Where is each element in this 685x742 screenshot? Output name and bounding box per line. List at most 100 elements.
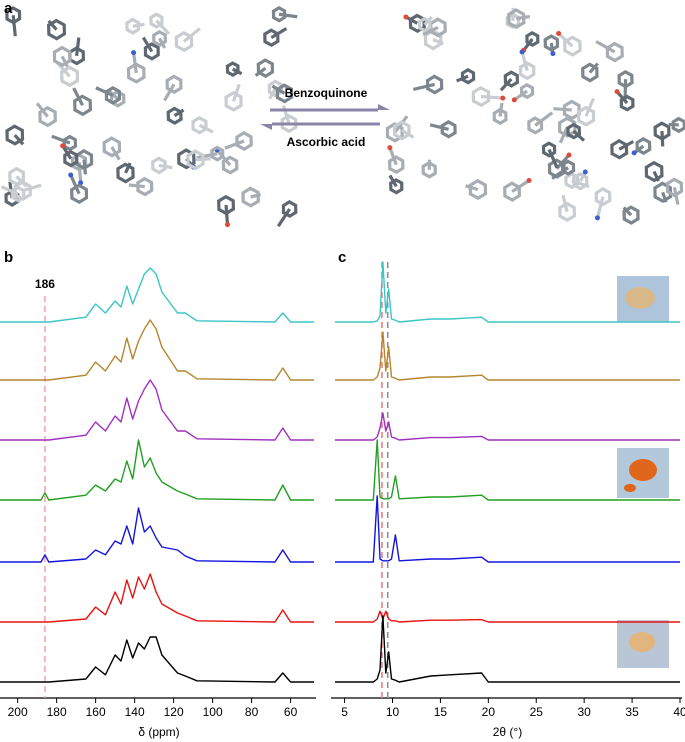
bond: [124, 162, 132, 174]
ring: [5, 124, 25, 146]
marker-label: 186: [35, 277, 55, 291]
bond: [661, 191, 668, 203]
ring: [210, 145, 225, 162]
ring: [8, 166, 26, 187]
spectrum: [335, 439, 680, 501]
bond: [572, 129, 586, 142]
atom: [550, 51, 556, 57]
x-axis-title: 2θ (°): [493, 725, 522, 739]
bond: [155, 19, 171, 36]
sample-photo: [617, 276, 669, 322]
bond: [432, 38, 444, 45]
atom: [131, 50, 137, 56]
bond: [393, 115, 409, 134]
ring: [125, 17, 141, 35]
bond: [82, 159, 87, 175]
atom: [631, 150, 637, 156]
ring: [165, 74, 183, 94]
ring: [507, 8, 526, 30]
bond: [547, 148, 559, 169]
spectrum: [0, 379, 314, 441]
bond: [595, 196, 605, 219]
bond: [553, 107, 572, 112]
bond: [270, 27, 288, 40]
ring: [46, 18, 67, 41]
x-tick-label: 30: [577, 705, 591, 719]
reagent-label: Ascorbic acid: [287, 135, 366, 149]
bond: [480, 94, 503, 100]
bond: [652, 170, 660, 182]
bond: [557, 32, 574, 48]
spectrum: [0, 267, 314, 323]
atom: [500, 95, 506, 101]
ring: [186, 149, 205, 171]
x-tick-label: 20: [482, 705, 496, 719]
reagent-label: Benzoquinone: [285, 86, 368, 100]
x-tick-label: 35: [625, 705, 639, 719]
ring: [471, 85, 491, 108]
bond: [69, 174, 81, 195]
bond: [128, 183, 145, 189]
bond: [250, 192, 262, 199]
bond: [22, 183, 42, 193]
ring: [576, 105, 596, 127]
bond: [51, 134, 71, 145]
bond: [513, 89, 528, 102]
bond: [15, 175, 28, 188]
ring: [143, 42, 160, 61]
atom: [403, 14, 409, 20]
ring: [235, 131, 253, 152]
ring: [566, 122, 582, 140]
ring: [149, 12, 164, 29]
spectrum: [335, 610, 680, 623]
ring: [281, 200, 298, 218]
x-tick-label: 140: [125, 705, 145, 719]
ring: [225, 61, 240, 77]
bond: [35, 102, 49, 118]
bond: [498, 102, 504, 117]
molecular-structures: [0, 6, 685, 228]
x-tick-label: 5: [341, 705, 348, 719]
bond: [551, 166, 569, 180]
ring: [13, 180, 32, 202]
ring: [605, 41, 624, 63]
ring: [562, 99, 581, 121]
x-tick-label: 40: [673, 705, 685, 719]
bond: [511, 179, 530, 193]
ring: [519, 82, 535, 100]
bond: [588, 62, 599, 74]
x-axis-title: δ (ppm): [138, 725, 179, 739]
sample-photo: [617, 620, 669, 668]
bond: [72, 87, 84, 107]
ring: [622, 205, 640, 225]
ring: [52, 45, 72, 68]
spectrum: [0, 636, 314, 683]
ring: [221, 155, 239, 175]
spectrum: [0, 507, 314, 563]
atom: [60, 143, 66, 149]
bond: [615, 90, 629, 105]
bond: [158, 163, 173, 170]
bond: [224, 139, 245, 150]
ring: [468, 178, 488, 201]
bond: [47, 19, 58, 31]
ring: [421, 161, 437, 179]
ring: [581, 62, 599, 83]
bond: [618, 140, 635, 151]
ring: [558, 201, 577, 223]
ring: [60, 65, 80, 88]
ring: [151, 156, 167, 175]
atom: [614, 89, 620, 95]
ring: [503, 70, 520, 88]
atom: [224, 222, 230, 228]
bond: [163, 83, 176, 102]
bond: [555, 153, 571, 170]
bond: [132, 22, 145, 28]
spectrum: [0, 319, 314, 381]
bond: [268, 87, 277, 100]
ring: [136, 176, 154, 197]
bond: [75, 37, 81, 56]
atom: [387, 145, 393, 151]
x-tick-label: 160: [86, 705, 106, 719]
bond: [660, 130, 665, 147]
